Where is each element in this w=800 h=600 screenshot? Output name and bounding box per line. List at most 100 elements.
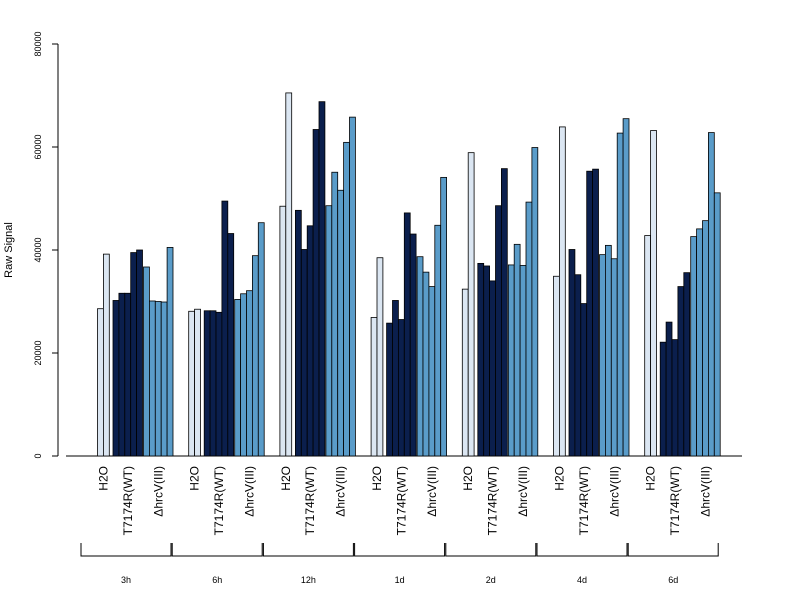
bar-2d-0-1 [467, 152, 475, 457]
bar-1d-0-0 [370, 317, 378, 457]
bar-2d-1-4 [500, 168, 508, 457]
bar-6h-2-4 [257, 222, 265, 457]
group-label: 1d [395, 575, 405, 585]
bar-12h-1-0 [294, 209, 302, 457]
bar-4d-1-4 [592, 168, 599, 457]
bar-2d-1-2 [489, 280, 496, 457]
bar-1d-1-0 [386, 322, 393, 457]
bar-3h-0-0 [97, 308, 104, 457]
bar-4d-0-1 [559, 126, 566, 457]
bar-6d-1-1 [665, 321, 673, 457]
bar-6h-1-0 [203, 310, 211, 457]
bar-6d-1-3 [677, 286, 685, 457]
category-label: ΔhrcV(III) [698, 466, 712, 517]
category-label: H2O [461, 466, 475, 491]
bar-4d-1-3 [586, 170, 594, 457]
category-label: ΔhrcV(III) [516, 466, 530, 517]
bar-6h-2-2 [246, 290, 253, 457]
bar-12h-2-0 [325, 205, 333, 457]
bar-2d-2-3 [525, 201, 533, 457]
group-label: 3h [121, 575, 131, 585]
category-label: H2O [96, 466, 110, 491]
bar-12h-1-4 [318, 101, 326, 457]
group-label: 6h [212, 575, 222, 585]
bar-12h-2-1 [331, 171, 339, 457]
bar-3h-2-4 [166, 247, 174, 457]
category-label: ΔhrcV(III) [607, 466, 621, 517]
bar-3h-1-4 [136, 249, 143, 457]
bar-3h-1-2 [124, 292, 132, 457]
bar-1d-1-3 [403, 212, 411, 457]
bar-4d-1-0 [568, 249, 576, 457]
bar-6h-2-3 [251, 255, 259, 457]
bars-layer [97, 92, 721, 457]
category-label: T7174R(WT) [303, 466, 317, 535]
category-label: H2O [188, 466, 202, 491]
bar-1d-2-2 [428, 286, 436, 457]
bar-2d-2-2 [519, 265, 527, 457]
bar-6d-1-0 [659, 341, 667, 457]
bar-1d-0-1 [376, 257, 384, 457]
bar-12h-1-2 [306, 225, 314, 457]
group-brackets: 3h 6h 12h 1d 2d 4d 6d [80, 543, 719, 585]
bar-1d-1-2 [397, 319, 405, 457]
bar-6h-0-1 [194, 308, 201, 457]
bar-3h-2-1 [148, 300, 156, 457]
group-label: 6d [668, 575, 678, 585]
y-tick-label: 40000 [33, 237, 43, 262]
bar-3h-2-0 [143, 266, 150, 457]
bar-2d-2-0 [507, 264, 515, 457]
group-bracket-4d [536, 543, 628, 557]
category-label: H2O [644, 466, 658, 491]
bar-3h-1-3 [130, 252, 137, 457]
bar-2d-2-1 [513, 243, 521, 457]
group-bracket-6h [171, 543, 263, 557]
bar-4d-0-0 [553, 275, 560, 457]
bar-6h-1-3 [221, 200, 229, 457]
bar-1d-2-1 [422, 271, 430, 457]
bar-6d-2-0 [690, 236, 698, 457]
bar-2d-0-0 [461, 288, 469, 457]
group-bracket-6d [627, 543, 719, 557]
y-axis-label: Raw Signal [3, 222, 15, 278]
bar-3h-1-1 [118, 292, 126, 457]
category-label: T7174R(WT) [577, 466, 591, 535]
bar-1d-2-4 [440, 176, 448, 457]
bar-1d-2-0 [416, 256, 424, 457]
bar-12h-2-3 [343, 141, 350, 457]
category-label: ΔhrcV(III) [151, 466, 165, 517]
bar-6d-2-2 [702, 220, 709, 457]
bar-12h-0-1 [285, 92, 293, 457]
bar-3h-0-1 [103, 253, 110, 457]
bar-2d-1-0 [477, 262, 485, 457]
category-label: ΔhrcV(III) [242, 466, 256, 517]
y-tick-label: 0 [33, 453, 43, 458]
bar-12h-1-3 [312, 129, 320, 457]
bar-1d-1-1 [392, 300, 399, 457]
category-labels: H2O T7174R(WT) ΔhrcV(III) H2O T7174R(WT) Δhrc… [96, 466, 712, 535]
bar-4d-1-1 [574, 274, 582, 457]
group-bracket-1d [354, 543, 446, 557]
bar-6d-2-3 [708, 132, 715, 457]
bar-4d-2-1 [605, 244, 612, 457]
category-label: ΔhrcV(III) [425, 466, 439, 517]
category-label: H2O [552, 466, 566, 491]
category-label: T7174R(WT) [121, 466, 135, 535]
bar-4d-1-2 [580, 303, 588, 457]
y-tick-label: 80000 [33, 31, 43, 56]
bar-1d-2-3 [434, 224, 442, 457]
group-label: 12h [301, 575, 316, 585]
bar-6d-1-4 [683, 272, 691, 457]
bar-4d-2-3 [616, 132, 624, 457]
bar-1d-1-4 [409, 233, 417, 457]
category-label: T7174R(WT) [668, 466, 682, 535]
group-label: 4d [577, 575, 587, 585]
bar-6h-0-0 [188, 310, 195, 457]
bar-6d-0-1 [650, 130, 657, 457]
bar-4d-2-0 [599, 254, 606, 457]
bar-2d-1-1 [483, 265, 491, 457]
bar-4d-2-2 [610, 258, 618, 457]
category-label: T7174R(WT) [486, 466, 500, 535]
bar-6d-1-2 [671, 339, 679, 457]
